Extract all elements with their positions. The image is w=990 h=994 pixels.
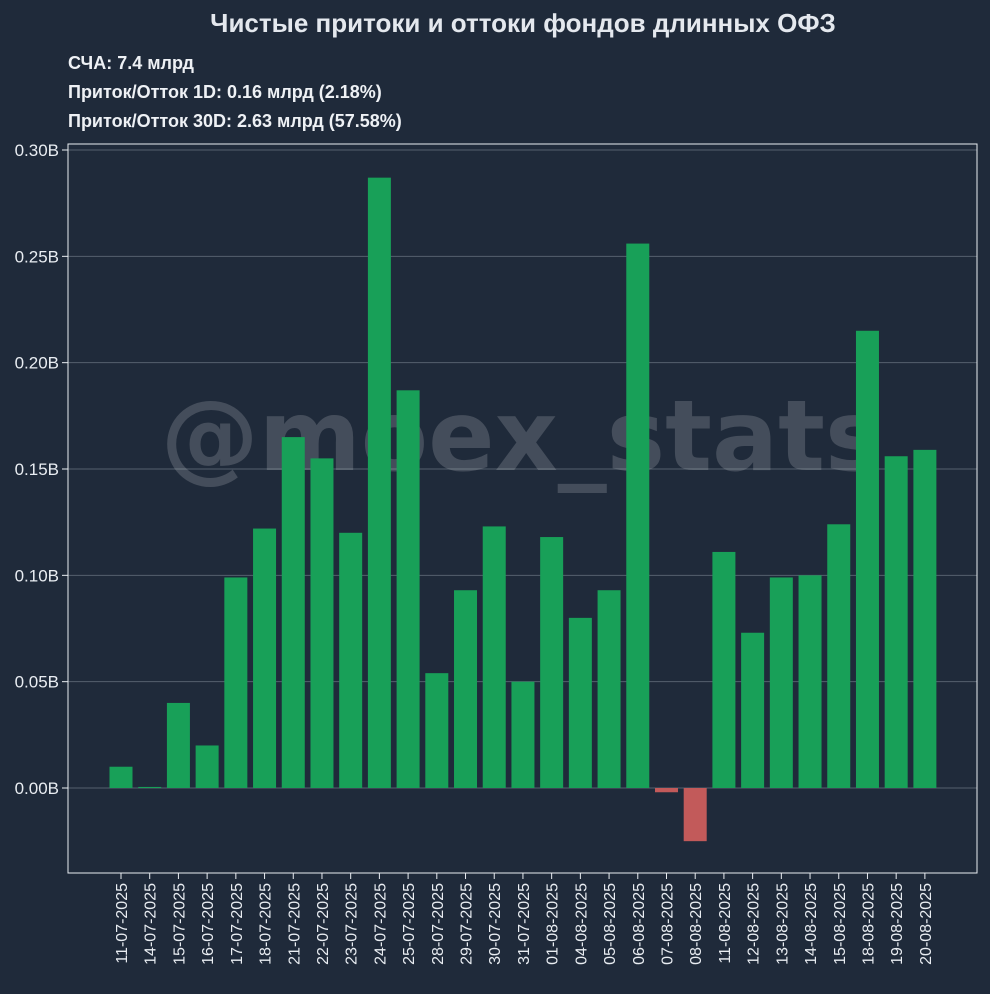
x-tick-label: 13-08-2025 [774,883,791,965]
x-tick-label: 24-07-2025 [372,883,389,965]
bar-13-08-2025 [769,577,793,788]
x-tick-label: 04-08-2025 [573,883,590,965]
x-tick-label: 12-08-2025 [746,883,763,965]
x-tick-label: 18-08-2025 [860,883,877,965]
bar-30-07-2025 [482,526,506,788]
chart-title: Чистые притоки и оттоки фондов длинных О… [210,8,836,38]
stat-flow-30d: Приток/Отток 30D: 2.63 млрд (57.58%) [68,111,402,131]
bar-28-07-2025 [425,673,449,788]
stat-flow-1d: Приток/Отток 1D: 0.16 млрд (2.18%) [68,82,382,102]
x-tick-label: 11-08-2025 [717,883,734,964]
x-tick-label: 22-07-2025 [315,883,332,965]
bar-11-08-2025 [712,551,736,788]
bar-21-07-2025 [281,437,305,788]
x-tick-label: 11-07-2025 [114,883,131,964]
watermark-text: @moex_stats [161,380,884,494]
bar-11-07-2025 [109,766,133,788]
bar-29-07-2025 [454,590,478,788]
x-tick-label: 08-08-2025 [688,883,705,965]
bar-12-08-2025 [741,632,765,788]
bar-17-07-2025 [224,577,248,788]
bar-07-08-2025 [654,788,678,793]
bar-24-07-2025 [367,177,391,788]
stat-nav: СЧА: 7.4 млрд [68,53,194,73]
bar-08-08-2025 [683,788,707,842]
y-tick-label: 0.20B [15,354,59,373]
x-tick-label: 15-07-2025 [171,883,188,965]
bar-06-08-2025 [626,243,650,788]
x-tick-label: 18-07-2025 [258,883,275,965]
bar-22-07-2025 [310,458,334,788]
y-tick-label: 0.00B [15,779,59,798]
bar-20-08-2025 [913,449,937,788]
y-tick-label: 0.15B [15,460,59,479]
bar-19-08-2025 [884,456,908,788]
x-tick-label: 21-07-2025 [286,883,303,965]
x-tick-label: 17-07-2025 [229,883,246,965]
bar-18-08-2025 [855,330,879,788]
bar-15-07-2025 [166,702,190,788]
x-tick-label: 31-07-2025 [516,883,533,965]
bar-16-07-2025 [195,745,219,788]
bar-31-07-2025 [511,681,535,788]
y-tick-label: 0.30B [15,141,59,160]
bar-05-08-2025 [597,590,621,788]
x-tick-label: 07-08-2025 [659,883,676,965]
x-tick-label: 29-07-2025 [459,883,476,965]
x-tick-label: 14-08-2025 [803,883,820,965]
bar-14-07-2025 [138,786,162,788]
x-tick-label: 06-08-2025 [631,883,648,965]
x-tick-label: 16-07-2025 [200,883,217,965]
y-axis-ticks: 0.00B 0.05B 0.10B 0.15B 0.20B 0.25B 0.30B [15,141,68,798]
y-tick-label: 0.10B [15,566,59,585]
y-tick-label: 0.05B [15,673,59,692]
bar-15-08-2025 [827,524,851,788]
x-tick-label: 23-07-2025 [344,883,361,965]
x-tick-label: 15-08-2025 [832,883,849,965]
bar-01-08-2025 [540,537,564,788]
bars [109,177,937,842]
bar-25-07-2025 [396,390,420,788]
x-tick-label: 01-08-2025 [545,883,562,965]
x-tick-label: 14-07-2025 [143,883,160,965]
bar-04-08-2025 [568,617,592,788]
x-axis-ticks: 11-07-2025 14-07-2025 15-07-2025 16-07-2025… [114,873,935,965]
x-tick-label: 30-07-2025 [487,883,504,965]
x-tick-label: 28-07-2025 [430,883,447,965]
x-tick-label: 25-07-2025 [401,883,418,965]
x-tick-label: 05-08-2025 [602,883,619,965]
x-tick-label: 19-08-2025 [889,883,906,965]
bar-14-08-2025 [798,575,822,788]
bar-23-07-2025 [339,532,363,788]
y-tick-label: 0.25B [15,247,59,266]
x-tick-label: 20-08-2025 [918,883,935,965]
bar-18-07-2025 [253,528,277,788]
